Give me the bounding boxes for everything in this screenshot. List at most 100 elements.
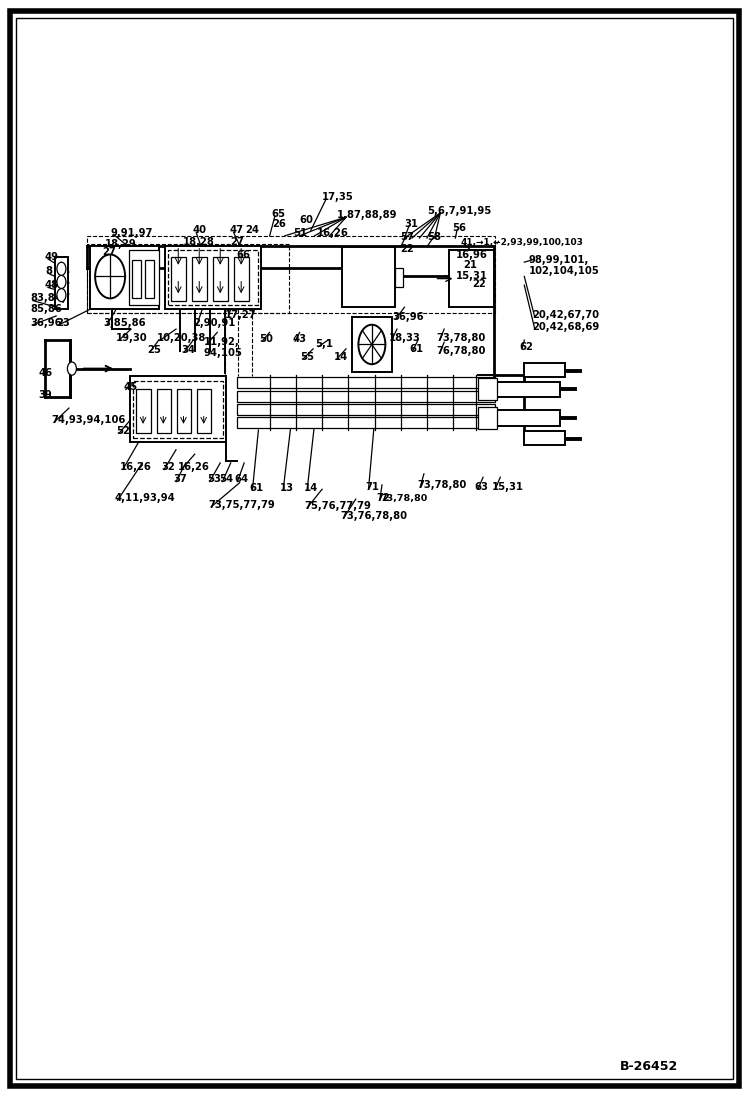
Text: 20,42,68,69: 20,42,68,69: [532, 321, 599, 332]
Bar: [478, 407, 497, 429]
Text: 2,90,91: 2,90,91: [193, 317, 236, 328]
Text: 43: 43: [292, 333, 306, 344]
Text: 40: 40: [192, 225, 207, 236]
Text: 98,99,101,: 98,99,101,: [529, 255, 589, 265]
Circle shape: [57, 262, 66, 275]
Text: 65: 65: [271, 208, 285, 219]
Circle shape: [95, 255, 125, 298]
Text: 64: 64: [234, 474, 249, 485]
Text: 49: 49: [45, 251, 59, 262]
Text: 9,91,97: 9,91,97: [110, 227, 153, 238]
Circle shape: [57, 275, 66, 289]
Text: 47: 47: [230, 225, 244, 236]
Bar: [237, 377, 495, 388]
Bar: [197, 389, 211, 433]
Text: 34: 34: [181, 344, 195, 355]
Bar: [145, 260, 154, 298]
Text: 83,84,: 83,84,: [30, 293, 66, 304]
Bar: [352, 317, 392, 372]
Text: 10,20,38: 10,20,38: [157, 332, 207, 343]
Text: 39: 39: [38, 389, 52, 400]
Text: 18,28: 18,28: [183, 237, 215, 248]
Bar: [237, 417, 495, 428]
Text: 19,30: 19,30: [116, 332, 148, 343]
Bar: [90, 246, 159, 309]
Bar: [171, 257, 186, 301]
Bar: [213, 257, 228, 301]
Text: 75,76,77,79: 75,76,77,79: [304, 500, 371, 511]
Text: 71: 71: [366, 482, 380, 493]
Bar: [177, 389, 191, 433]
Text: 25: 25: [147, 344, 161, 355]
Text: 72: 72: [377, 493, 390, 504]
Bar: [136, 389, 151, 433]
Text: 18,29: 18,29: [105, 238, 136, 249]
Text: 11,92,: 11,92,: [204, 337, 240, 348]
Text: 15,31: 15,31: [492, 482, 524, 493]
Text: 63: 63: [475, 482, 489, 493]
Text: 76,78,80: 76,78,80: [437, 346, 486, 357]
Text: 57: 57: [400, 231, 414, 242]
Text: 22: 22: [400, 244, 413, 255]
Text: 74,93,94,106: 74,93,94,106: [51, 415, 125, 426]
Bar: [524, 431, 565, 445]
Text: 56: 56: [452, 223, 467, 234]
Bar: [87, 244, 289, 313]
Text: 1,87,88,89: 1,87,88,89: [337, 210, 398, 220]
Text: 60: 60: [300, 215, 314, 226]
Text: 17,35: 17,35: [322, 192, 354, 203]
Bar: [132, 260, 141, 298]
Text: 8: 8: [45, 265, 52, 276]
Text: 20,42,67,70: 20,42,67,70: [532, 309, 598, 320]
Text: 55: 55: [300, 351, 315, 362]
Text: 17,27: 17,27: [225, 309, 256, 320]
Text: B-26452: B-26452: [619, 1060, 678, 1073]
Text: 15,31: 15,31: [456, 271, 488, 282]
Text: 66: 66: [237, 249, 251, 260]
Text: 27: 27: [230, 237, 243, 248]
Text: 27: 27: [102, 247, 115, 258]
Text: 37: 37: [173, 474, 187, 485]
Text: 24: 24: [246, 225, 260, 236]
Text: 61: 61: [249, 483, 264, 494]
Bar: [237, 391, 495, 402]
Text: 18,33: 18,33: [389, 332, 420, 343]
Bar: [234, 257, 249, 301]
Text: 16,26: 16,26: [178, 462, 210, 473]
Text: 73,78,80: 73,78,80: [437, 332, 486, 343]
Text: 23: 23: [56, 317, 70, 328]
Bar: [342, 247, 395, 307]
Text: 58: 58: [428, 231, 442, 242]
Text: 5,6,7,91,95: 5,6,7,91,95: [427, 205, 491, 216]
Text: 31: 31: [404, 218, 419, 229]
Bar: [168, 250, 258, 305]
Text: 48: 48: [45, 280, 59, 291]
Text: 53: 53: [207, 474, 221, 485]
Bar: [449, 250, 494, 307]
Text: 94,105: 94,105: [204, 348, 243, 359]
Bar: [524, 363, 565, 377]
Bar: [130, 376, 226, 442]
Bar: [192, 257, 207, 301]
Bar: [395, 268, 403, 287]
Text: 41,→1,↚2,93,99,100,103: 41,→1,↚2,93,99,100,103: [461, 238, 583, 247]
Text: 14: 14: [334, 351, 348, 362]
Text: 16,26: 16,26: [120, 462, 152, 473]
Text: 45: 45: [124, 382, 138, 393]
Text: 14: 14: [304, 483, 318, 494]
Circle shape: [358, 325, 385, 364]
Bar: [55, 257, 68, 309]
Bar: [133, 381, 223, 438]
Text: 21: 21: [464, 260, 478, 271]
Text: 73,78,80: 73,78,80: [417, 479, 467, 490]
Text: 32: 32: [161, 462, 175, 473]
Text: 13: 13: [280, 483, 294, 494]
Text: 50: 50: [259, 333, 273, 344]
Text: 62: 62: [519, 341, 533, 352]
Text: 73,78,80: 73,78,80: [380, 494, 428, 502]
Text: 36,96: 36,96: [30, 317, 61, 328]
Text: 73,75,77,79: 73,75,77,79: [208, 499, 275, 510]
Bar: [157, 389, 171, 433]
Bar: [497, 410, 560, 426]
Text: 85,86: 85,86: [30, 304, 62, 315]
